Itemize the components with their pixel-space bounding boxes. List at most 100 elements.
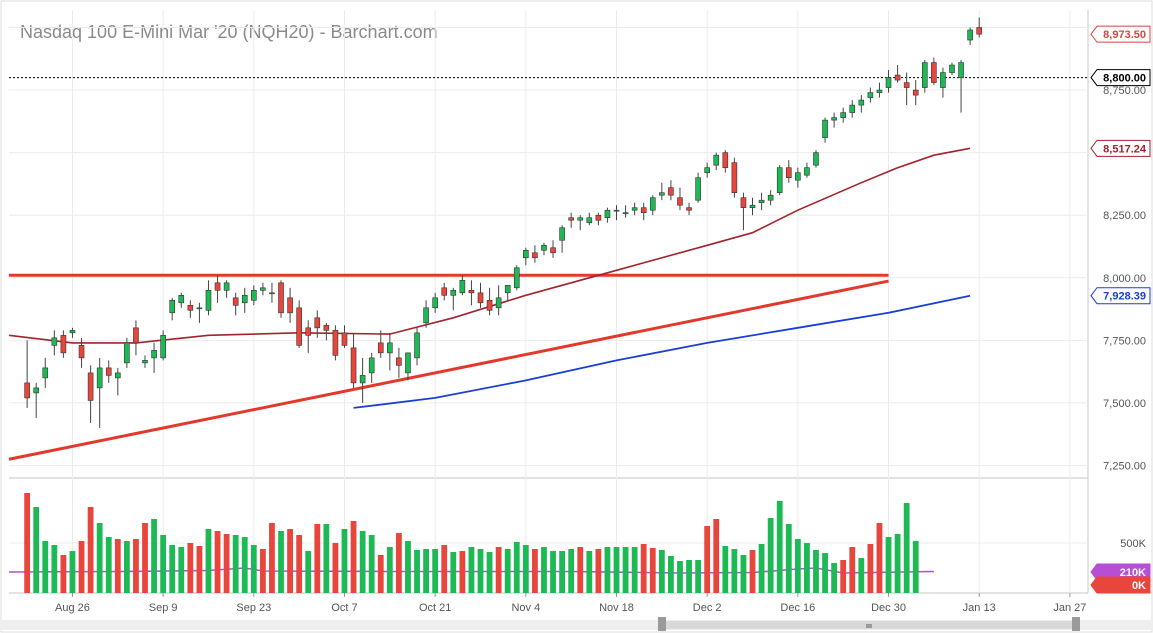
volume-bar: [377, 555, 384, 593]
candle: [223, 280, 230, 298]
date-tick-label: Dec 30: [871, 602, 906, 614]
volume-bar: [903, 503, 910, 593]
volume-bar: [513, 542, 520, 593]
volume-bar: [450, 552, 457, 593]
volume-bar: [395, 533, 402, 593]
candle: [278, 280, 284, 318]
candle-body: [976, 27, 982, 35]
price-tag-shape: [1090, 25, 1151, 43]
candle: [504, 284, 511, 301]
candle-body: [278, 282, 284, 314]
reference-tag: 8,800.00: [1090, 69, 1151, 87]
candle-body: [423, 307, 429, 324]
volume-bar: [531, 549, 538, 593]
candle-body: [668, 187, 674, 196]
price-tag-shape: [1090, 287, 1151, 305]
price-tick-label: 8,250.00: [1103, 210, 1146, 222]
volume-bar: [441, 545, 448, 593]
reference-tag-shape: [1090, 69, 1151, 87]
volume-bar: [776, 501, 783, 593]
candle-body: [776, 167, 783, 193]
volume-bar: [867, 544, 874, 593]
date-tick-label: Sep 9: [149, 602, 178, 614]
price-tag-label: 8,973.50: [1103, 29, 1146, 41]
candle: [350, 332, 357, 388]
volume-bar: [495, 547, 502, 593]
date-tick-label: Jan 13: [963, 602, 996, 614]
volume-bar: [622, 547, 629, 593]
candle-body: [504, 284, 511, 294]
candle-body: [949, 64, 955, 73]
candle: [405, 352, 411, 381]
volume-bar: [677, 561, 683, 593]
candle: [368, 352, 375, 383]
volume-bar: [876, 523, 883, 593]
price-tick-label: 7,500.00: [1103, 398, 1146, 410]
candle: [495, 285, 502, 316]
candle: [894, 65, 901, 83]
candle-body: [523, 249, 529, 259]
candle: [722, 150, 729, 173]
candle-body: [96, 367, 103, 389]
candle-body: [160, 335, 166, 359]
candle: [649, 195, 656, 216]
chart-title: Nasdaq 100 E-Mini Mar '20 (NQH20) - Barc…: [20, 22, 438, 42]
candle: [314, 310, 321, 338]
volume-bar: [250, 545, 257, 593]
volume-last-tag-shape: [1090, 576, 1151, 594]
candle-body: [885, 77, 892, 88]
candle: [740, 192, 747, 231]
candle-body: [867, 92, 874, 98]
candle: [486, 287, 493, 316]
volume-bar: [332, 543, 339, 593]
volume-bar: [468, 547, 475, 593]
volume-bar: [695, 560, 702, 593]
candle: [133, 320, 139, 356]
scrollbar-grip[interactable]: [866, 624, 872, 628]
candle: [396, 347, 402, 378]
candle-body: [314, 317, 321, 329]
candle-body: [840, 112, 846, 118]
candle-body: [60, 335, 67, 354]
volume-bar: [33, 507, 40, 593]
candle-body: [622, 212, 629, 215]
volume-bar: [87, 507, 94, 593]
candle-body: [169, 300, 176, 314]
candle-body: [876, 89, 883, 93]
candle-body: [223, 282, 230, 291]
candle-body: [722, 152, 729, 168]
scrollbar-right-handle[interactable]: [1072, 617, 1080, 631]
candle: [87, 365, 94, 423]
volume-bar: [214, 531, 221, 593]
price-tag-label: 7,928.39: [1103, 291, 1146, 303]
volume-bar: [232, 535, 239, 593]
volume-bar: [486, 552, 493, 593]
candle: [196, 302, 203, 323]
date-axis: Aug 26 Sep 9 Sep 23 Oct 7 Oct 21 Nov 4 Nov 18 D…: [55, 593, 1086, 614]
candle-body: [604, 209, 611, 219]
candle-body: [359, 375, 366, 384]
volume-bar: [640, 544, 647, 593]
volume-bar: [813, 550, 819, 593]
volume-bar: [713, 519, 720, 593]
candle-body: [205, 289, 212, 311]
candle-body: [405, 352, 411, 374]
scrollbar-left-handle[interactable]: [658, 617, 666, 631]
volume-bar: [187, 543, 194, 593]
trend-line: [8, 279, 889, 461]
candle: [332, 325, 339, 361]
price-tag: 8,973.50: [1090, 25, 1151, 43]
volume-bar: [658, 550, 665, 593]
candle-body: [124, 342, 130, 364]
date-tick-label: Aug 26: [55, 602, 90, 614]
candle: [568, 212, 574, 228]
candle: [976, 17, 982, 38]
candle: [341, 325, 348, 348]
volume-bar: [323, 524, 330, 593]
volume-bar: [912, 541, 919, 593]
volume-bar: [241, 537, 248, 593]
candle: [387, 332, 393, 371]
candle: [586, 212, 593, 226]
time-scrollbar[interactable]: [1, 617, 1152, 631]
